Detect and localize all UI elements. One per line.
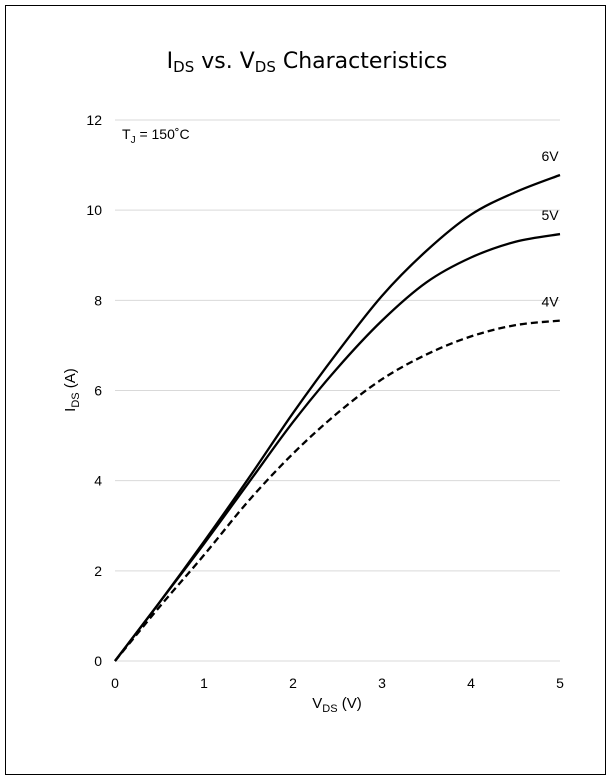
chart-title: IDS vs. VDS Characteristics [167,49,448,76]
y-tick-label-6: 12 [86,112,102,128]
x-tick-label-5: 5 [556,675,564,691]
series-label-5v: 5V [541,207,559,223]
series-line-4v [114,319,561,662]
y-tick-label-4: 8 [94,292,102,308]
series-label-4v: 4V [541,294,559,310]
x-axis-label: VDS (V) [312,695,361,715]
series-layer [114,173,561,662]
y-tick-label-3: 6 [94,383,102,399]
x-tick-label-3: 3 [378,675,386,691]
temperature-annotation: TJ = 150˚C [122,126,190,146]
y-tick-label-2: 4 [94,473,102,489]
series-line-5v [114,232,561,662]
y-tick-label-0: 0 [94,653,102,669]
grid-layer [115,119,560,572]
x-tick-label-0: 0 [111,675,119,691]
x-tick-label-4: 4 [467,675,475,691]
y-axis-label: IDS (A) [62,368,82,412]
series-label-6v: 6V [541,148,559,164]
y-tick-label-1: 2 [94,563,102,579]
x-tick-label-2: 2 [289,675,297,691]
y-tick-label-5: 10 [86,202,102,218]
x-tick-label-1: 1 [200,675,208,691]
